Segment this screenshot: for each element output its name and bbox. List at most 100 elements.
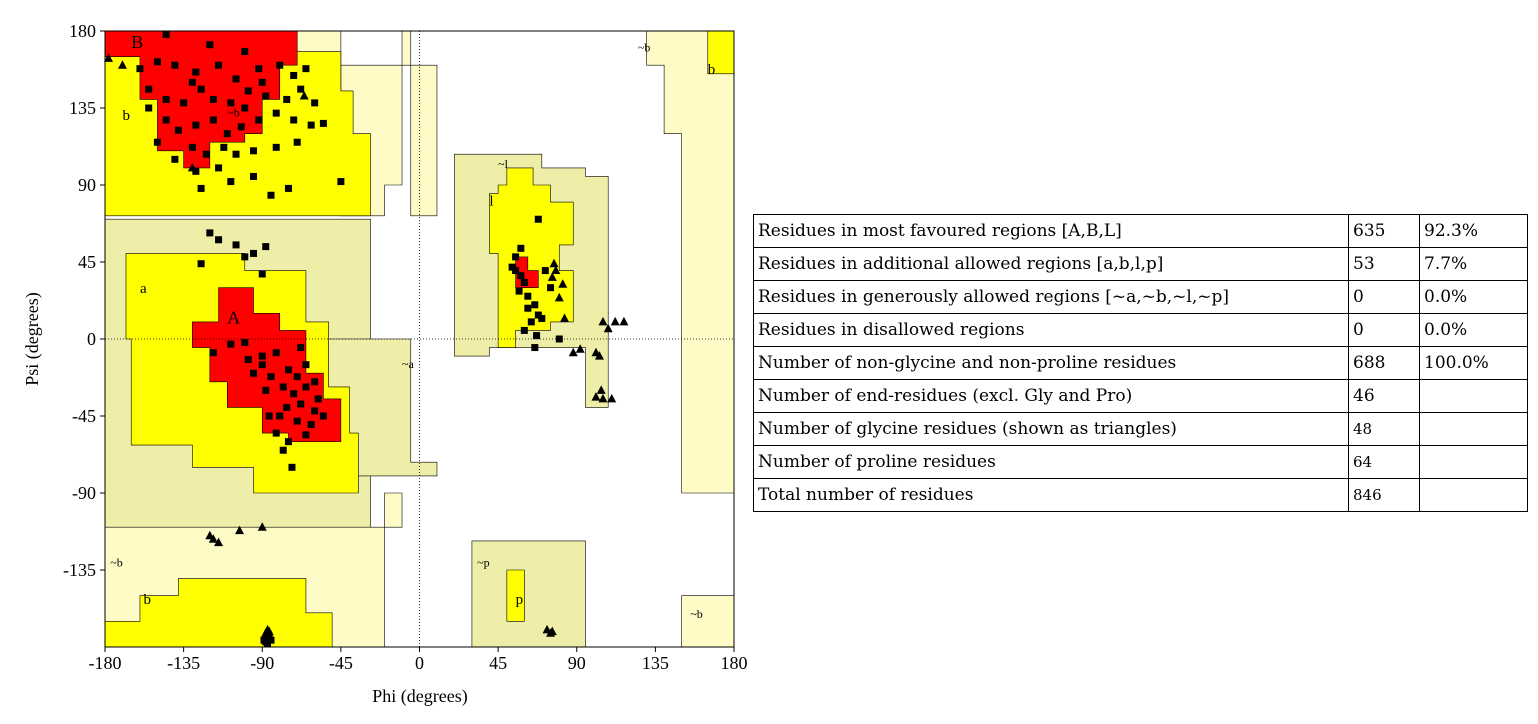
residue-square-59 xyxy=(241,253,249,261)
residue-square-12 xyxy=(302,65,310,73)
glycine-triangle-32 xyxy=(262,624,272,634)
stats-label: Number of end-residues (excl. Gly and Pr… xyxy=(753,379,1349,413)
y-tick-label-0: 180 xyxy=(69,21,96,41)
stats-count: 0 xyxy=(1348,280,1420,314)
residue-square-48 xyxy=(267,191,275,199)
residue-square-90 xyxy=(302,361,310,369)
x-tick-label-7: 135 xyxy=(642,653,669,673)
glycine-triangle-1 xyxy=(117,60,127,69)
residue-square-109 xyxy=(547,284,555,292)
residue-square-72 xyxy=(279,383,287,391)
residue-square-49 xyxy=(284,184,292,192)
residue-square-55 xyxy=(145,104,153,112)
stats-count: 48 xyxy=(1348,412,1420,446)
residue-square-99 xyxy=(520,279,528,287)
region-label-7: l xyxy=(489,194,493,210)
y-tick-label-7: -135 xyxy=(63,560,96,580)
y-axis-label: Psi (degrees) xyxy=(22,292,43,385)
residue-square-5 xyxy=(171,61,179,69)
stats-percent: 92.3% xyxy=(1419,214,1528,248)
glycine-triangle-17 xyxy=(598,316,608,326)
residue-square-77 xyxy=(283,403,291,411)
residue-square-92 xyxy=(258,361,266,369)
residue-square-91 xyxy=(272,429,280,437)
stats-count: 46 xyxy=(1348,379,1420,413)
residue-square-29 xyxy=(237,123,245,131)
x-tick-label-3: -45 xyxy=(329,653,353,673)
zero-guides xyxy=(105,31,734,647)
region-label-13: p xyxy=(516,592,524,608)
residue-square-42 xyxy=(171,155,179,163)
x-axis-label: Phi (degrees) xyxy=(372,686,467,707)
glycine-triangle-13 xyxy=(594,351,604,360)
x-axis-ticks: -180 -135 -90 -45 0 45 90 135 180 xyxy=(89,647,748,673)
residue-square-40 xyxy=(293,138,301,146)
region-generously-allowed-3 xyxy=(681,595,735,648)
residue-square-19 xyxy=(244,87,252,95)
residue-square-38 xyxy=(250,147,258,155)
residue-square-102 xyxy=(531,301,539,309)
region-label-0: B xyxy=(131,32,143,52)
region-label-9: b xyxy=(708,62,716,78)
residue-square-21 xyxy=(283,95,291,103)
residue-square-119 xyxy=(267,636,275,644)
region-label-8: ~b xyxy=(638,41,651,55)
region-label-6: ~l xyxy=(498,157,508,171)
residue-square-52 xyxy=(241,104,249,112)
region-label-10: ~b xyxy=(110,556,123,570)
residue-square-107 xyxy=(531,344,539,352)
stats-percent xyxy=(1419,478,1528,512)
glycine-triangle-5 xyxy=(558,279,568,288)
residue-square-54 xyxy=(188,78,196,86)
glycine-triangle-2 xyxy=(299,91,309,100)
stats-percent: 100.0% xyxy=(1419,346,1528,380)
residue-square-108 xyxy=(524,304,532,312)
residue-square-39 xyxy=(272,143,280,151)
stats-percent: 7.7% xyxy=(1419,247,1528,281)
x-tick-label-0: -180 xyxy=(89,653,122,673)
residue-square-80 xyxy=(276,412,284,420)
stats-row: Number of glycine residues (shown as tri… xyxy=(753,412,1528,446)
stats-percent: 0.0% xyxy=(1419,313,1528,347)
glycine-triangle-29 xyxy=(547,626,557,636)
stats-row: Residues in generously allowed regions [… xyxy=(753,280,1528,314)
residue-square-66 xyxy=(244,356,252,364)
residue-square-94 xyxy=(297,344,305,352)
stats-label: Number of non-glycine and non-proline re… xyxy=(753,346,1349,380)
residue-square-89 xyxy=(265,412,273,420)
residue-square-33 xyxy=(307,121,315,129)
residue-square-32 xyxy=(290,116,298,124)
residue-square-87 xyxy=(288,463,296,471)
x-tick-label-1: -135 xyxy=(167,653,200,673)
residue-square-17 xyxy=(209,95,217,103)
residue-square-106 xyxy=(520,326,528,334)
residue-square-23 xyxy=(311,99,319,107)
x-tick-label-6: 90 xyxy=(568,653,586,673)
region-label-12: ~p xyxy=(477,556,490,570)
glycine-triangle-7 xyxy=(549,258,559,268)
residue-square-100 xyxy=(515,287,523,295)
stats-percent: 0.0% xyxy=(1419,280,1528,314)
residue-square-8 xyxy=(232,75,240,83)
residue-square-86 xyxy=(284,438,292,446)
stats-row: Residues in disallowed regions 0 0.0% xyxy=(753,313,1528,347)
residue-square-22 xyxy=(297,85,305,93)
residue-square-56 xyxy=(206,229,214,237)
stats-label: Residues in generously allowed regions [… xyxy=(753,280,1349,314)
stats-percent xyxy=(1419,412,1528,446)
residue-square-30 xyxy=(255,116,263,124)
region-label-4: A xyxy=(227,308,240,328)
residue-square-45 xyxy=(227,178,235,186)
stats-row: Residues in additional allowed regions [… xyxy=(753,247,1528,281)
region-labels: Bb ~b a A ~a ~l l ~b b ~b b ~p p ~b xyxy=(110,32,715,621)
glycine-triangle-26 xyxy=(257,522,267,531)
residue-square-16 xyxy=(197,85,205,93)
stats-row: Number of non-glycine and non-proline re… xyxy=(753,346,1528,380)
residue-square-25 xyxy=(174,126,182,134)
stats-label: Residues in additional allowed regions [… xyxy=(753,247,1349,281)
residue-square-81 xyxy=(302,431,310,439)
residue-square-96 xyxy=(512,253,520,261)
glycine-triangle-11 xyxy=(575,344,585,353)
residue-square-78 xyxy=(293,417,301,425)
residue-square-34 xyxy=(188,143,196,151)
